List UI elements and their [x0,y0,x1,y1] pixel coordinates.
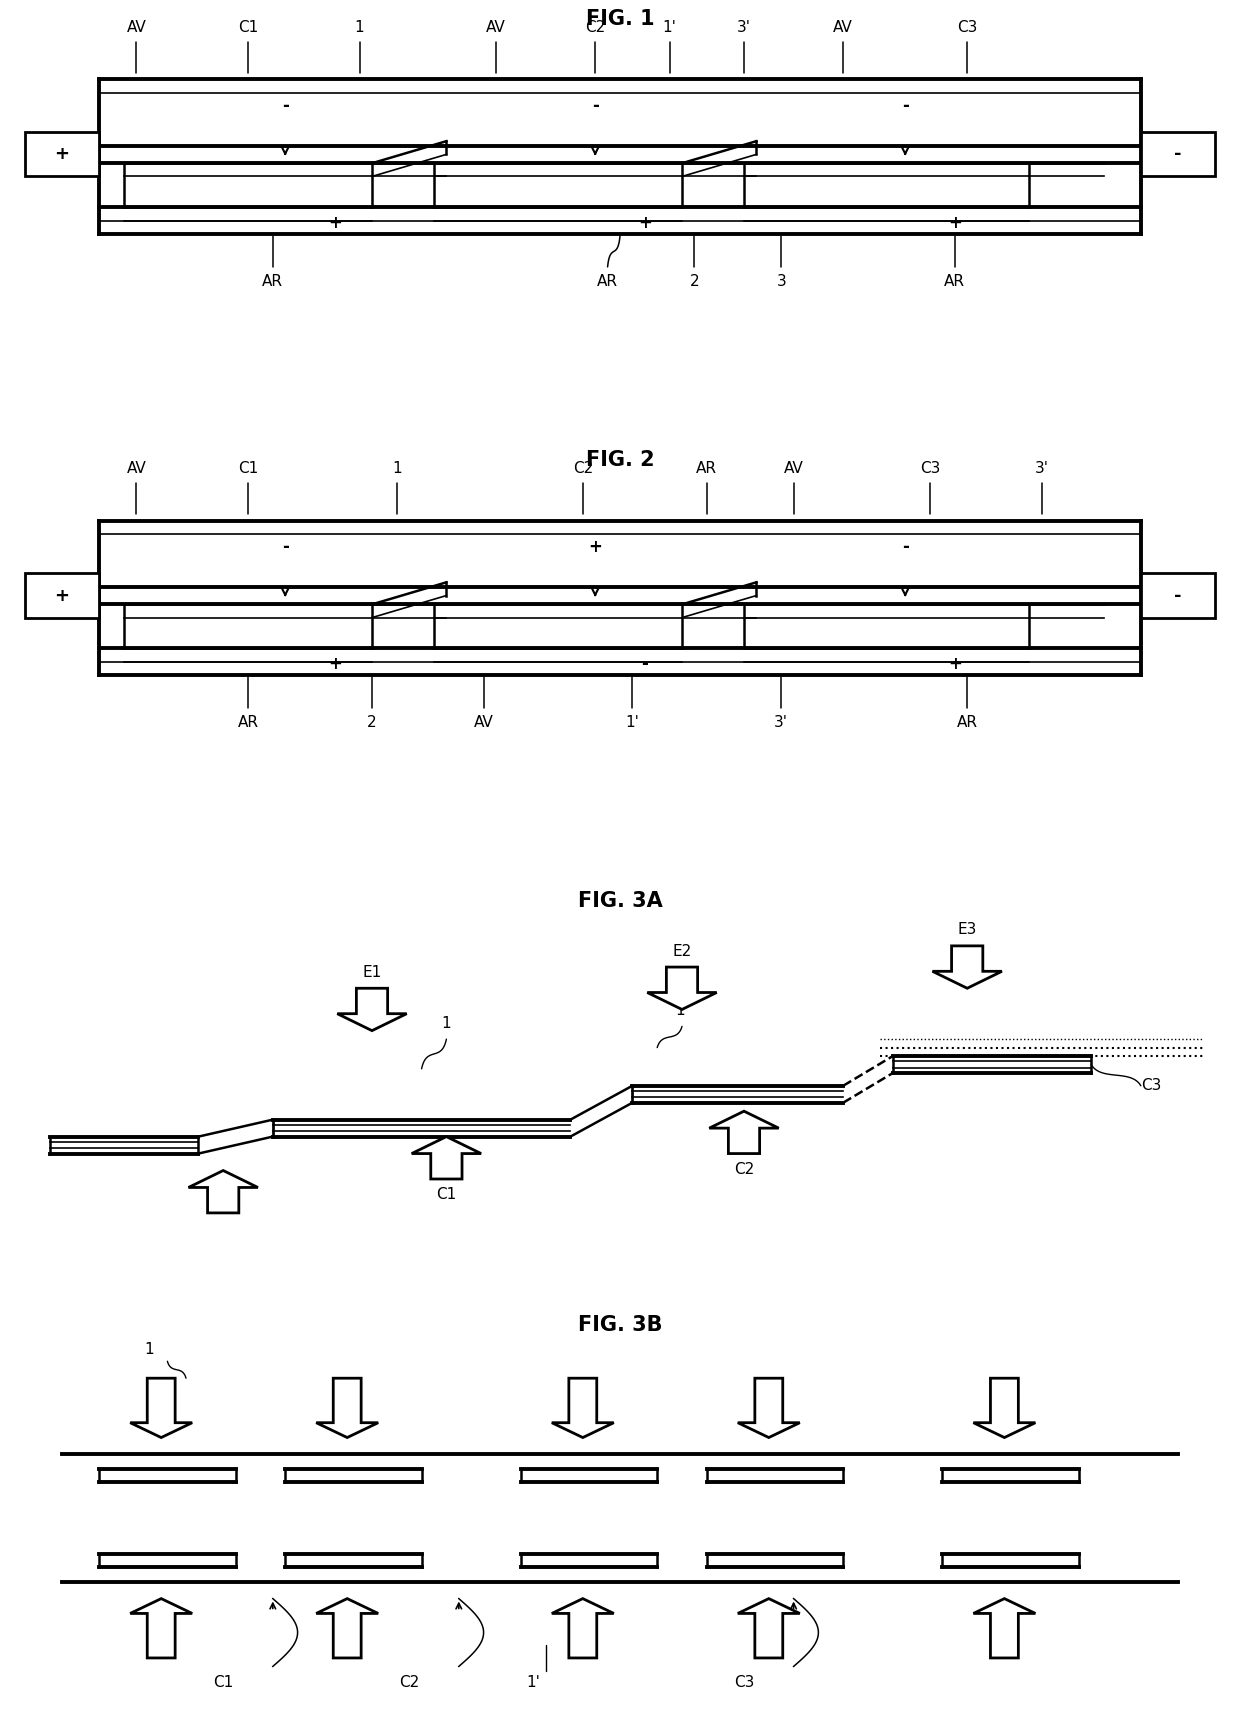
Text: 1': 1' [526,1675,541,1690]
Text: 1: 1 [144,1342,154,1356]
Text: AR: AR [263,273,283,289]
Text: C2: C2 [573,462,593,476]
Text: 1: 1 [355,21,365,35]
Text: -: - [281,97,289,114]
Text: C3: C3 [1141,1078,1161,1093]
Bar [1141,133,1215,176]
Polygon shape [412,1137,481,1180]
Bar [25,133,99,176]
Text: AV: AV [126,21,146,35]
Text: AR: AR [945,273,965,289]
Text: +: + [327,656,342,673]
Text: -: - [901,538,909,555]
Text: C1: C1 [238,21,258,35]
Text: 1': 1' [662,21,677,35]
Text: C3: C3 [920,462,940,476]
Text: 2: 2 [689,273,699,289]
Text: +: + [947,215,962,232]
Text: 3': 3' [737,21,751,35]
Polygon shape [316,1379,378,1438]
Polygon shape [552,1379,614,1438]
Text: FIG. 3A: FIG. 3A [578,891,662,910]
Text: -: - [281,538,289,555]
Polygon shape [738,1599,800,1657]
Polygon shape [647,967,717,1010]
Text: FIG. 1: FIG. 1 [585,9,655,29]
Text: AV: AV [784,462,804,476]
Text: FIG. 2: FIG. 2 [585,450,655,471]
Text: E2: E2 [672,943,692,958]
Text: FIG. 3B: FIG. 3B [578,1315,662,1334]
Text: C3: C3 [734,1675,754,1690]
Text: C2: C2 [399,1675,419,1690]
Text: -: - [1174,145,1182,163]
Polygon shape [130,1599,192,1657]
Text: AR: AR [238,714,258,730]
Text: 3': 3' [1034,462,1049,476]
Polygon shape [973,1379,1035,1438]
Text: E3: E3 [957,922,977,938]
Text: -: - [901,97,909,114]
Text: +: + [55,586,69,604]
Polygon shape [130,1379,192,1438]
Text: AV: AV [486,21,506,35]
Text: AV: AV [474,714,494,730]
Text: 1: 1 [441,1016,451,1031]
Text: AR: AR [697,462,717,476]
Text: C2: C2 [585,21,605,35]
Text: 3: 3 [776,273,786,289]
Text: -: - [641,656,649,673]
Polygon shape [709,1111,779,1154]
Polygon shape [932,946,1002,988]
Text: E1: E1 [362,965,382,979]
Text: +: + [588,538,603,555]
Text: +: + [55,145,69,163]
Text: -: - [591,97,599,114]
Text: AR: AR [957,714,977,730]
Text: +: + [327,215,342,232]
Text: C3: C3 [957,21,977,35]
Text: 1': 1' [675,1003,689,1017]
Text: C1: C1 [213,1675,233,1690]
Text: 1': 1' [625,714,640,730]
Text: C1: C1 [436,1187,456,1202]
Bar [25,574,99,618]
Polygon shape [552,1599,614,1657]
Bar [1141,574,1215,618]
Polygon shape [188,1171,258,1213]
Text: 2: 2 [367,714,377,730]
Text: +: + [637,215,652,232]
Text: C2: C2 [734,1163,754,1176]
Text: AV: AV [126,462,146,476]
Polygon shape [738,1379,800,1438]
Text: +: + [947,656,962,673]
Text: AR: AR [598,273,618,289]
Polygon shape [973,1599,1035,1657]
Polygon shape [316,1599,378,1657]
Text: 3': 3' [774,714,789,730]
Text: 1: 1 [392,462,402,476]
Text: AV: AV [833,21,853,35]
Text: C1: C1 [238,462,258,476]
Polygon shape [337,988,407,1031]
Text: -: - [1174,586,1182,604]
